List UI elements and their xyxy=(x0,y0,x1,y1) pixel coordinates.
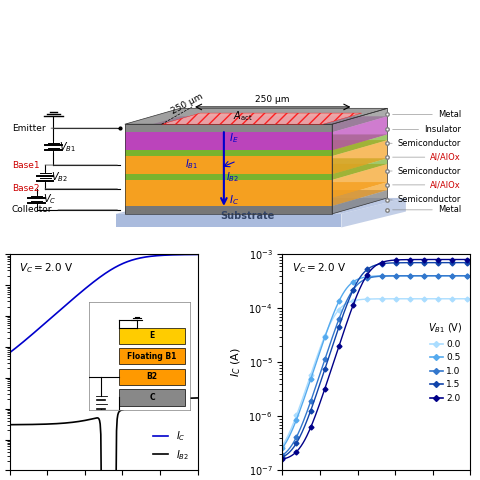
Text: Emitter: Emitter xyxy=(12,124,118,132)
Polygon shape xyxy=(332,108,387,132)
Polygon shape xyxy=(125,140,387,156)
Text: $I_E$: $I_E$ xyxy=(229,132,239,145)
Text: Semiconductor: Semiconductor xyxy=(390,167,461,176)
Text: Insulator: Insulator xyxy=(393,125,461,134)
Polygon shape xyxy=(125,198,332,206)
Text: 250 μm: 250 μm xyxy=(170,92,204,116)
Polygon shape xyxy=(125,150,332,156)
Polygon shape xyxy=(332,182,387,206)
Polygon shape xyxy=(125,164,387,180)
Text: Substrate: Substrate xyxy=(221,211,275,221)
$I_{B2}$ xyxy=(122,406,128,412)
Line: $I_{B2}$: $I_{B2}$ xyxy=(10,398,198,480)
Polygon shape xyxy=(332,140,387,174)
$I_C$ xyxy=(195,252,201,257)
Legend: 0.0, 0.5, 1.0, 1.5, 2.0: 0.0, 0.5, 1.0, 1.5, 2.0 xyxy=(424,318,466,407)
Polygon shape xyxy=(125,206,332,214)
Polygon shape xyxy=(125,158,387,174)
Y-axis label: $I_C$ (A): $I_C$ (A) xyxy=(229,348,243,377)
$I_C$ xyxy=(177,252,183,258)
$I_C$ xyxy=(119,261,124,267)
Polygon shape xyxy=(341,198,406,228)
Text: $V_{B1}$: $V_{B1}$ xyxy=(60,140,76,154)
$I_{B2}$ xyxy=(195,395,201,401)
Text: Base2: Base2 xyxy=(12,184,118,193)
Text: $V_C = 2.0$ V: $V_C = 2.0$ V xyxy=(292,261,346,275)
Text: $V_{B2}$: $V_{B2}$ xyxy=(51,170,68,184)
Text: $V_C$: $V_C$ xyxy=(43,192,56,206)
Text: 250 μm: 250 μm xyxy=(255,95,290,104)
Polygon shape xyxy=(125,180,332,198)
$I_C$ xyxy=(118,262,124,267)
Polygon shape xyxy=(332,134,387,156)
Polygon shape xyxy=(125,124,332,132)
Text: Al/AlOx: Al/AlOx xyxy=(393,153,461,162)
$I_C$ xyxy=(7,349,13,355)
Polygon shape xyxy=(162,113,361,124)
Polygon shape xyxy=(125,132,332,150)
Polygon shape xyxy=(332,116,387,150)
$I_C$ xyxy=(165,252,171,258)
Polygon shape xyxy=(332,158,387,180)
$I_{B2}$ xyxy=(119,407,124,413)
Text: Al/AlOx: Al/AlOx xyxy=(393,180,461,190)
Legend: $I_C$, $I_{B2}$: $I_C$, $I_{B2}$ xyxy=(150,425,193,466)
Text: Metal: Metal xyxy=(393,205,461,215)
Polygon shape xyxy=(125,156,332,174)
Text: Semiconductor: Semiconductor xyxy=(390,195,461,204)
Text: $I_{B1}$: $I_{B1}$ xyxy=(185,157,199,171)
$I_{B2}$ xyxy=(7,422,13,428)
Polygon shape xyxy=(125,108,387,124)
Text: Semiconductor: Semiconductor xyxy=(390,139,461,148)
Polygon shape xyxy=(332,164,387,198)
Polygon shape xyxy=(332,190,387,214)
Polygon shape xyxy=(125,116,387,132)
$I_C$ xyxy=(122,260,128,265)
$I_{B2}$ xyxy=(178,396,183,401)
Text: $V_C = 2.0$ V: $V_C = 2.0$ V xyxy=(19,261,73,275)
Polygon shape xyxy=(125,134,387,150)
Text: Metal: Metal xyxy=(393,110,461,119)
$I_C$ xyxy=(7,350,12,356)
Text: Collector: Collector xyxy=(12,205,118,215)
Text: $A_\mathrm{act}$: $A_\mathrm{act}$ xyxy=(233,109,253,123)
Line: $I_C$: $I_C$ xyxy=(10,254,198,353)
Polygon shape xyxy=(116,214,341,228)
$I_{B2}$ xyxy=(166,396,172,402)
Polygon shape xyxy=(125,190,387,206)
Text: $I_C$: $I_C$ xyxy=(229,193,240,207)
$I_{B2}$ xyxy=(120,407,125,413)
Text: Base1: Base1 xyxy=(12,160,118,169)
Polygon shape xyxy=(116,198,406,214)
$I_{B2}$ xyxy=(7,422,12,428)
Polygon shape xyxy=(125,182,387,198)
Polygon shape xyxy=(125,174,332,180)
Text: $I_{B2}$: $I_{B2}$ xyxy=(226,170,240,184)
